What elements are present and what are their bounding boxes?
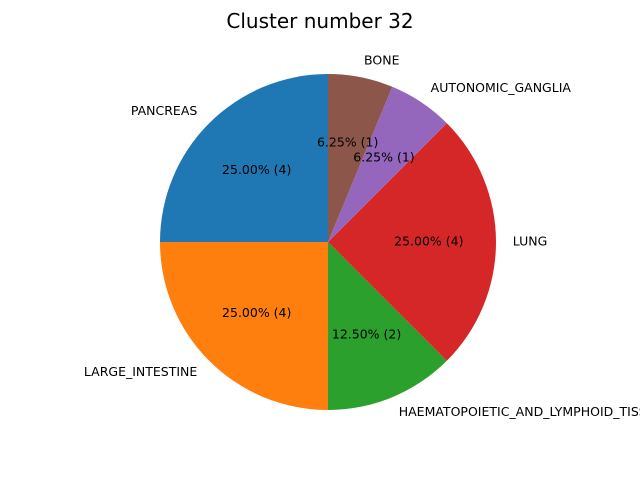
- pie-slice-haematopoietic-and-lymphoid-tissue: [328, 242, 447, 410]
- pie-slice-large-intestine: [160, 242, 328, 410]
- slice-percent-autonomic-ganglia: 6.25% (1): [353, 150, 414, 165]
- slice-percent-lung: 25.00% (4): [394, 234, 463, 249]
- pie-slice-pancreas: [160, 74, 328, 242]
- slice-percent-bone: 6.25% (1): [317, 135, 378, 150]
- slice-label-bone: BONE: [364, 52, 400, 67]
- pie-slice-autonomic-ganglia: [328, 86, 447, 242]
- slice-label-large-intestine: LARGE_INTESTINE: [84, 364, 197, 379]
- pie-slices: [160, 74, 496, 410]
- pie-slice-lung: [328, 123, 496, 361]
- slice-percent-large-intestine: 25.00% (4): [222, 305, 291, 320]
- slice-percent-haematopoietic-and-lymphoid-tissue: 12.50% (2): [332, 327, 401, 342]
- pie-slice-bone: [328, 74, 393, 242]
- chart-title: Cluster number 32: [226, 9, 413, 33]
- slice-label-haematopoietic-and-lymphoid-tissue: HAEMATOPOIETIC_AND_LYMPHOID_TISSUE: [399, 404, 640, 419]
- slice-label-autonomic-ganglia: AUTONOMIC_GANGLIA: [431, 80, 572, 95]
- pie-labels: PANCREAS 25.00% (4) LARGE_INTESTINE 25.00% …: [84, 52, 640, 419]
- slice-label-pancreas: PANCREAS: [131, 103, 198, 118]
- slice-percent-pancreas: 25.00% (4): [222, 162, 291, 177]
- slice-label-lung: LUNG: [513, 234, 548, 249]
